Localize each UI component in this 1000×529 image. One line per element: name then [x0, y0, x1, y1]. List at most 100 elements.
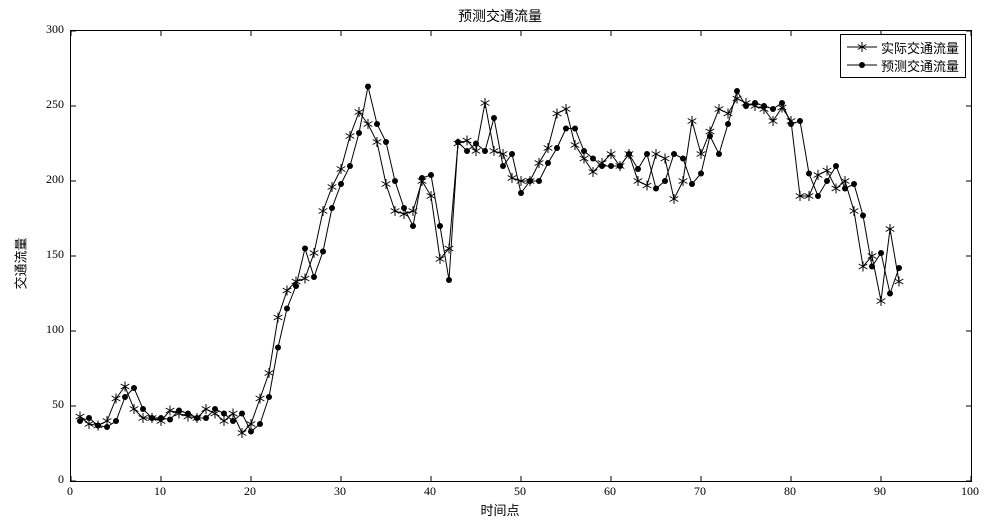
marker-circle: [248, 429, 254, 435]
legend-item: 实际交通流量: [847, 38, 959, 56]
x-tick-label: 10: [145, 484, 175, 499]
marker-circle: [689, 181, 695, 187]
marker-star: [256, 394, 265, 404]
marker-circle: [383, 139, 389, 145]
marker-circle: [212, 406, 218, 412]
marker-circle: [464, 148, 470, 154]
marker-circle: [95, 423, 101, 429]
marker-star: [391, 206, 400, 216]
marker-circle: [698, 171, 704, 177]
marker-star: [688, 116, 697, 126]
marker-star: [265, 368, 274, 378]
marker-circle: [122, 394, 128, 400]
y-tick-label: 150: [30, 247, 64, 262]
legend-label: 预测交通流量: [881, 56, 959, 75]
marker-circle: [554, 145, 560, 151]
marker-circle: [482, 148, 488, 154]
marker-star: [832, 184, 841, 194]
series-line: [80, 99, 899, 434]
marker-circle: [284, 306, 290, 312]
marker-circle: [365, 84, 371, 90]
marker-circle: [572, 126, 578, 132]
marker-circle: [257, 421, 263, 427]
marker-circle: [833, 163, 839, 169]
marker-star: [544, 143, 553, 153]
marker-circle: [563, 126, 569, 132]
marker-star: [697, 149, 706, 159]
x-tick-label: 80: [775, 484, 805, 499]
marker-circle: [473, 141, 479, 147]
marker-circle: [266, 394, 272, 400]
marker-circle: [392, 178, 398, 184]
y-axis-label: 交通流量: [11, 230, 30, 290]
marker-star: [319, 206, 328, 216]
marker-circle: [752, 100, 758, 106]
marker-star: [310, 248, 319, 258]
marker-circle: [338, 181, 344, 187]
marker-circle: [617, 163, 623, 169]
marker-circle: [410, 223, 416, 229]
marker-star: [535, 158, 544, 168]
marker-circle: [599, 163, 605, 169]
marker-star: [220, 416, 229, 426]
marker-star: [490, 146, 499, 156]
legend-label: 实际交通流量: [881, 38, 959, 57]
x-axis-label: 时间点: [0, 500, 1000, 519]
marker-star: [643, 181, 652, 191]
marker-circle: [230, 418, 236, 424]
marker-circle: [716, 151, 722, 157]
x-tick-label: 100: [955, 484, 985, 499]
marker-circle: [725, 121, 731, 127]
marker-circle: [446, 277, 452, 283]
marker-circle: [680, 156, 686, 162]
chart-container: 预测交通流量 交通流量 时间点 010203040506070809010005…: [0, 0, 1000, 529]
marker-star: [481, 98, 490, 108]
marker-circle: [77, 418, 83, 424]
marker-circle: [347, 163, 353, 169]
marker-circle: [356, 130, 362, 136]
marker-circle: [104, 424, 110, 430]
marker-circle: [653, 186, 659, 192]
marker-circle: [626, 151, 632, 157]
marker-circle: [788, 121, 794, 127]
marker-circle: [734, 88, 740, 94]
marker-star: [679, 176, 688, 186]
x-tick-label: 90: [865, 484, 895, 499]
marker-circle: [545, 160, 551, 166]
marker-circle: [500, 163, 506, 169]
marker-circle: [608, 163, 614, 169]
legend: 实际交通流量预测交通流量: [840, 34, 966, 78]
marker-star: [553, 109, 562, 119]
marker-circle: [401, 205, 407, 211]
marker-circle: [221, 411, 227, 417]
marker-circle: [491, 115, 497, 121]
marker-star: [877, 296, 886, 306]
y-tick-label: 300: [30, 22, 64, 37]
marker-circle: [743, 103, 749, 109]
marker-star: [274, 313, 283, 323]
marker-circle: [203, 415, 209, 421]
marker-star: [337, 164, 346, 174]
marker-circle: [581, 148, 587, 154]
marker-circle: [113, 418, 119, 424]
marker-star: [229, 409, 238, 419]
marker-circle: [293, 283, 299, 289]
legend-marker: [847, 40, 877, 54]
marker-star: [652, 149, 661, 159]
marker-circle: [527, 178, 533, 184]
x-tick-label: 30: [325, 484, 355, 499]
marker-star: [328, 182, 337, 192]
marker-circle: [167, 417, 173, 423]
marker-circle: [878, 250, 884, 256]
marker-circle: [176, 408, 182, 414]
y-tick-label: 250: [30, 97, 64, 112]
marker-circle: [149, 415, 155, 421]
marker-circle: [896, 265, 902, 271]
marker-circle: [437, 223, 443, 229]
marker-circle: [320, 249, 326, 255]
marker-circle: [158, 415, 164, 421]
marker-circle: [887, 291, 893, 297]
x-tick-label: 70: [685, 484, 715, 499]
marker-circle: [824, 178, 830, 184]
marker-circle: [671, 151, 677, 157]
